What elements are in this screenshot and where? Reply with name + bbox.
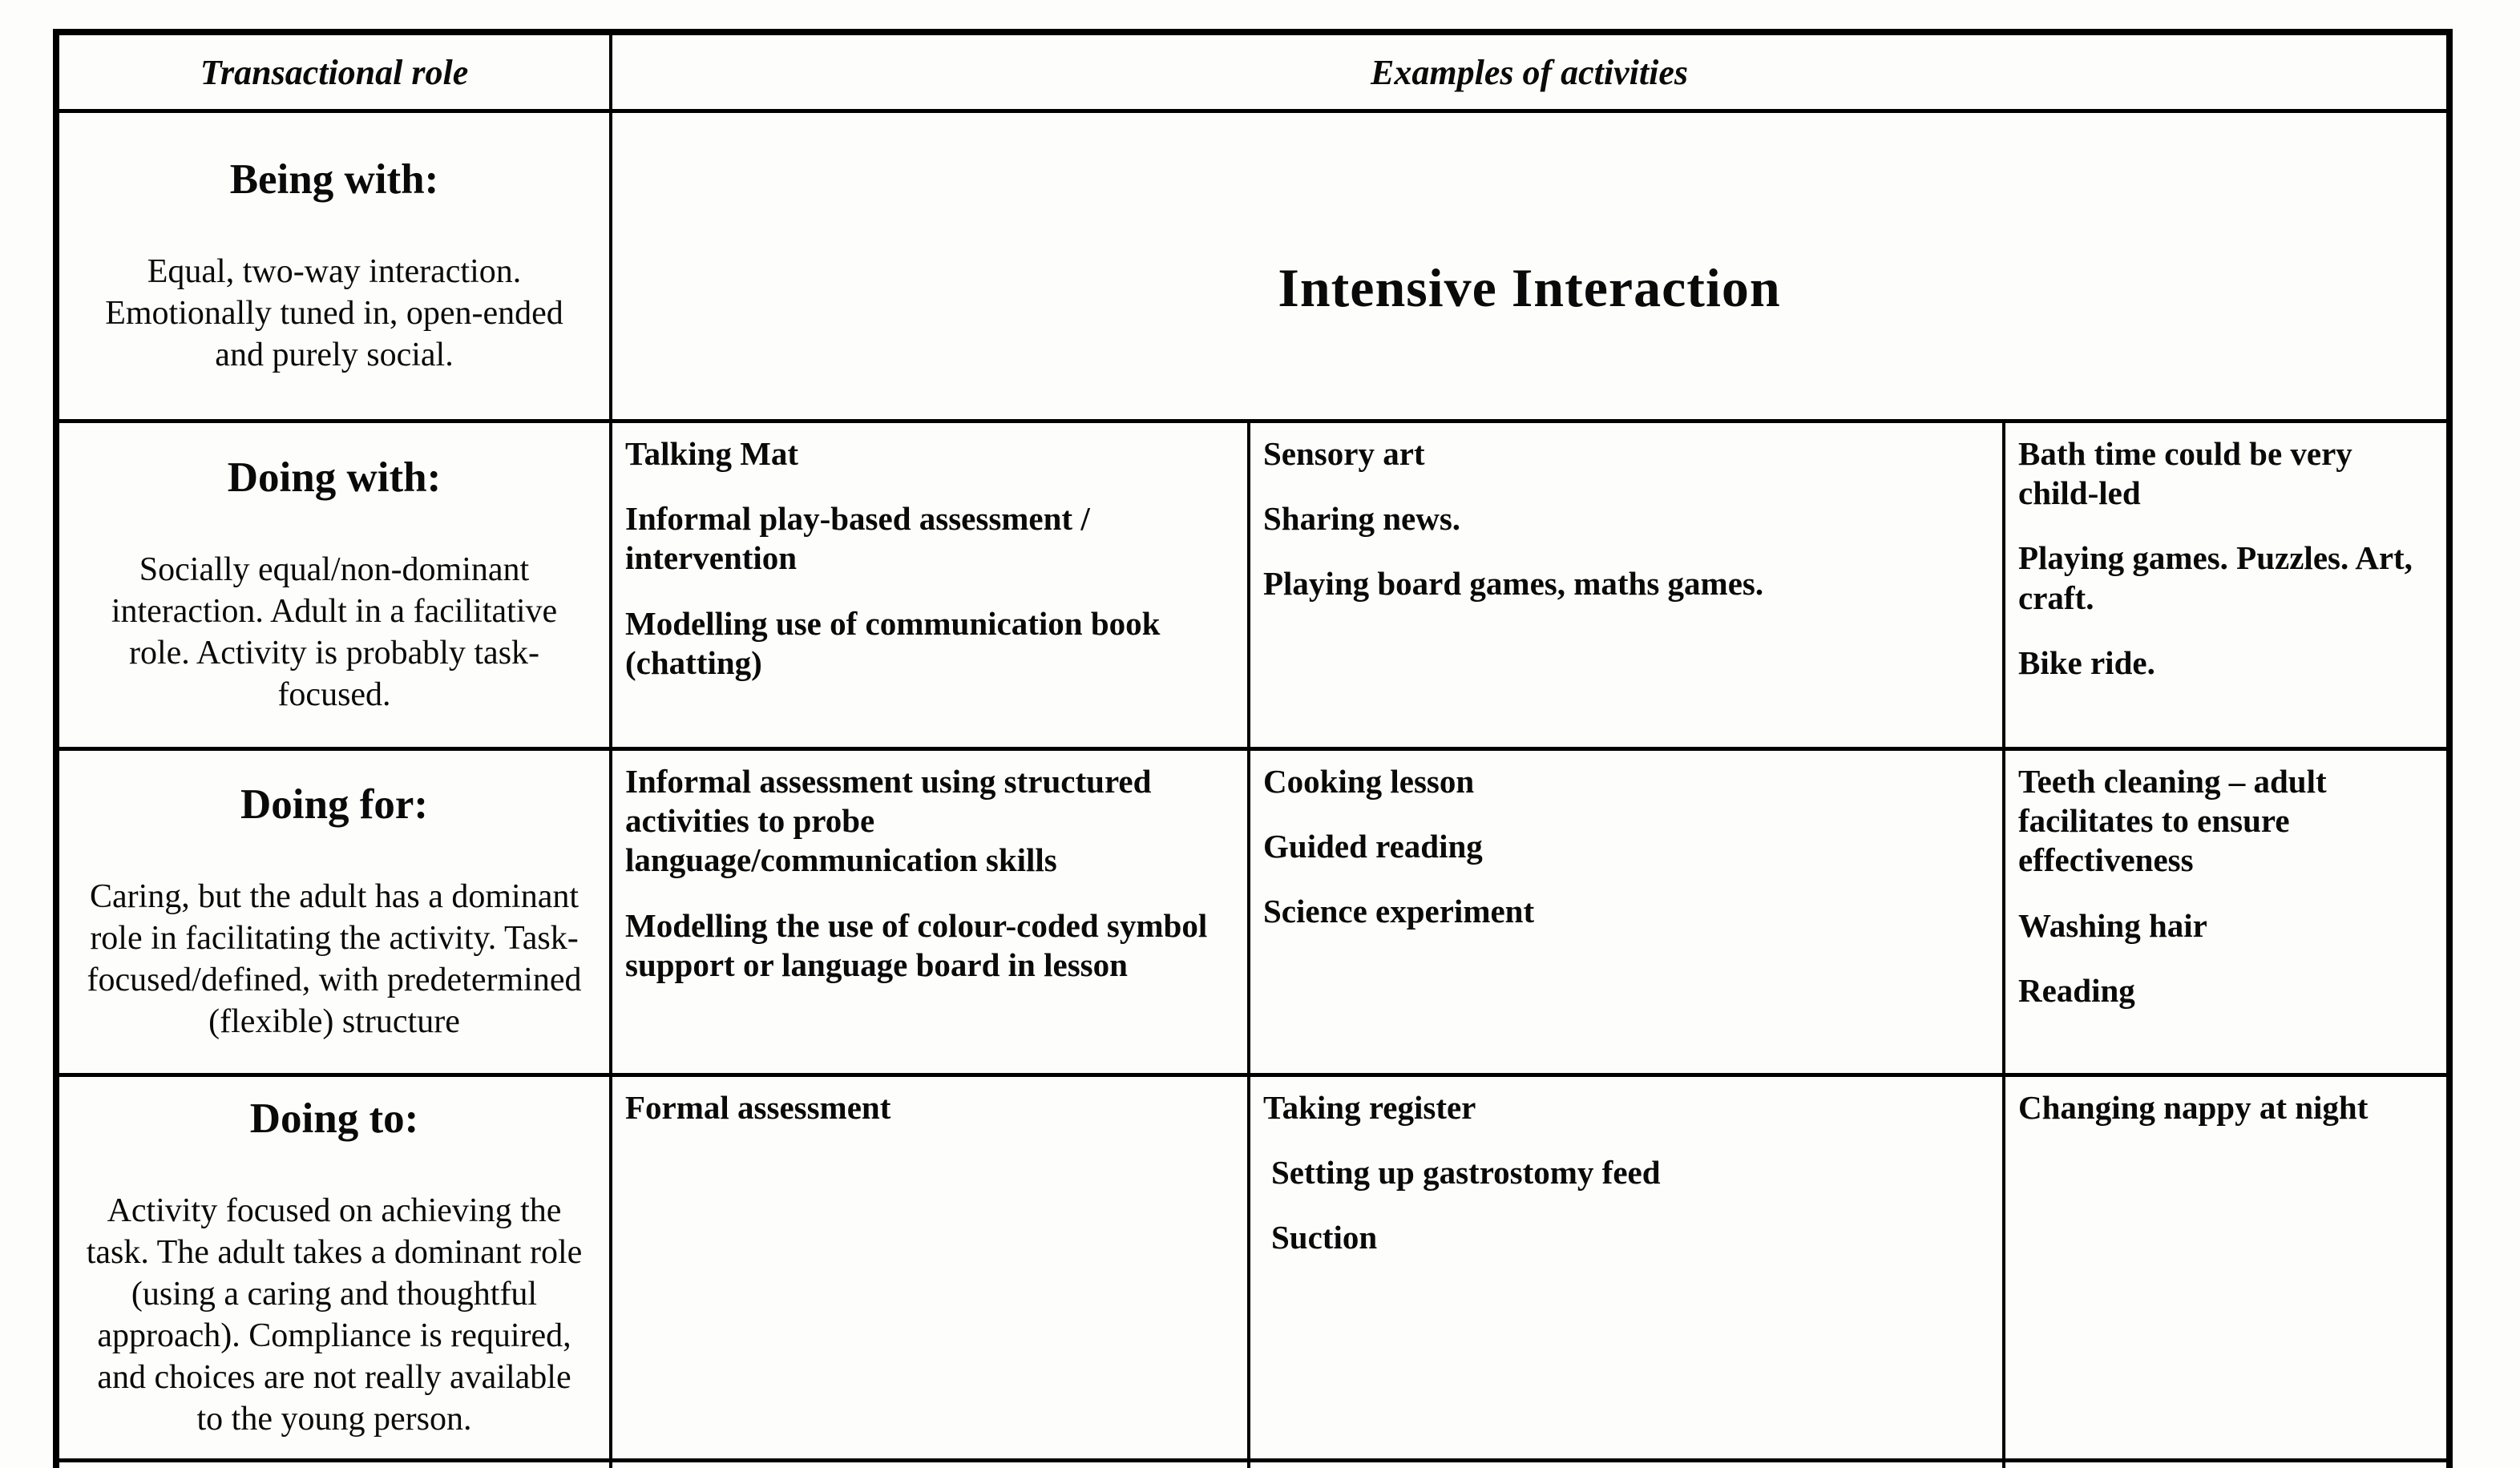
role-title: Doing for: <box>240 780 429 828</box>
role-title: Doing to: <box>249 1095 419 1142</box>
activity-cell-slt-doing-to: Formal assessment <box>609 1073 1250 1462</box>
activity-cell-teacher-doing-for: Cooking lesson Guided reading Science ex… <box>1247 747 2005 1077</box>
header-row: Transactional role Examples of activitie… <box>55 30 2452 113</box>
row-being-with: Being with: Equal, two-way interaction. … <box>55 109 2452 423</box>
role-description: Caring, but the adult has a dominant rol… <box>87 877 582 1041</box>
role-title: Doing with: <box>227 454 442 501</box>
activity-cell-slt-doing-for: Informal assessment using structured act… <box>609 747 1250 1077</box>
role-cell-doing-to: Doing to: Activity focused on achieving … <box>55 1073 612 1462</box>
footer-cell-empty <box>55 1458 612 1468</box>
activity-item: Modelling use of communication book (cha… <box>625 604 1161 681</box>
role-description: Activity focused on achieving the task. … <box>86 1192 583 1438</box>
activity-item: Playing games. Puzzles. Art, craft. <box>2018 539 2413 616</box>
activity-item: Informal play-based assessment / interve… <box>625 500 1090 577</box>
role-description: Socially equal/non-dominant interaction.… <box>111 550 558 714</box>
activity-item: Talking Mat <box>625 435 799 472</box>
header-cell-transactional-role: Transactional role <box>55 30 612 113</box>
activity-item: Sharing news. <box>1263 500 1461 538</box>
role-description: Equal, two-way interaction. Emotionally … <box>105 253 563 374</box>
row-doing-to: Doing to: Activity focused on achieving … <box>55 1073 2452 1462</box>
activity-item: Suction <box>1271 1219 1378 1256</box>
merged-intensive-interaction-cell: Intensive Interaction <box>608 109 2452 423</box>
activity-cell-teacher-doing-with: Sensory art Sharing news. Playing board … <box>1247 419 2005 751</box>
role-cell-doing-for: Doing for: Caring, but the adult has a d… <box>55 747 612 1077</box>
activity-item: Changing nappy at night <box>2018 1089 2369 1126</box>
role-cell-doing-with: Doing with: Socially equal/non-dominant … <box>55 419 612 751</box>
activity-cell-teacher-doing-to: Taking register Setting up gastrostomy f… <box>1247 1073 2005 1462</box>
footer-cell-speech-language-therapist: Speech/Language Therapist <box>609 1458 1250 1468</box>
activity-cell-parent-doing-for: Teeth cleaning – adult facilitates to en… <box>2001 747 2452 1077</box>
footer-cell-teacher: Teacher <box>1247 1458 2005 1468</box>
activity-item: Taking register <box>1263 1089 1476 1126</box>
footer-cell-parent-carer: Parent/carer <box>2001 1458 2452 1468</box>
activity-item: Sensory art <box>1263 435 1425 472</box>
header-cell-examples-of-activities: Examples of activities <box>608 30 2452 113</box>
activity-item: Playing board games, maths games. <box>1263 565 1764 603</box>
footer-row: Speech/Language Therapist Teacher Parent… <box>55 1458 2452 1468</box>
activity-cell-parent-doing-with: Bath time could be very child-led Playin… <box>2001 419 2452 751</box>
row-doing-with: Doing with: Socially equal/non-dominant … <box>55 419 2452 751</box>
activity-item: Modelling the use of colour-coded symbol… <box>625 906 1208 983</box>
activity-item: Formal assessment <box>625 1089 891 1126</box>
intensive-interaction-label: Intensive Interaction <box>1278 256 1781 318</box>
activity-item: Washing hair <box>2018 906 2207 944</box>
row-doing-for: Doing for: Caring, but the adult has a d… <box>55 747 2452 1077</box>
activity-item: Cooking lesson <box>1263 763 1475 800</box>
activity-cell-slt-doing-with: Talking Mat Informal play-based assessme… <box>609 419 1250 751</box>
role-cell-being-with: Being with: Equal, two-way interaction. … <box>55 109 612 423</box>
activity-item: Bath time could be very child-led <box>2018 435 2352 512</box>
activity-item: Informal assessment using structured act… <box>625 763 1152 879</box>
role-title: Being with: <box>229 155 439 203</box>
activity-item: Guided reading <box>1263 828 1483 865</box>
activity-item: Science experiment <box>1263 893 1535 930</box>
activity-cell-parent-doing-to: Changing nappy at night <box>2001 1073 2452 1462</box>
activity-item: Setting up gastrostomy feed <box>1271 1154 1661 1192</box>
activity-item: Teeth cleaning – adult facilitates to en… <box>2018 763 2327 879</box>
activity-item: Reading <box>2018 971 2135 1009</box>
activity-item: Bike ride. <box>2018 643 2155 681</box>
transactional-roles-table: Transactional role Examples of activitie… <box>53 29 2453 1468</box>
